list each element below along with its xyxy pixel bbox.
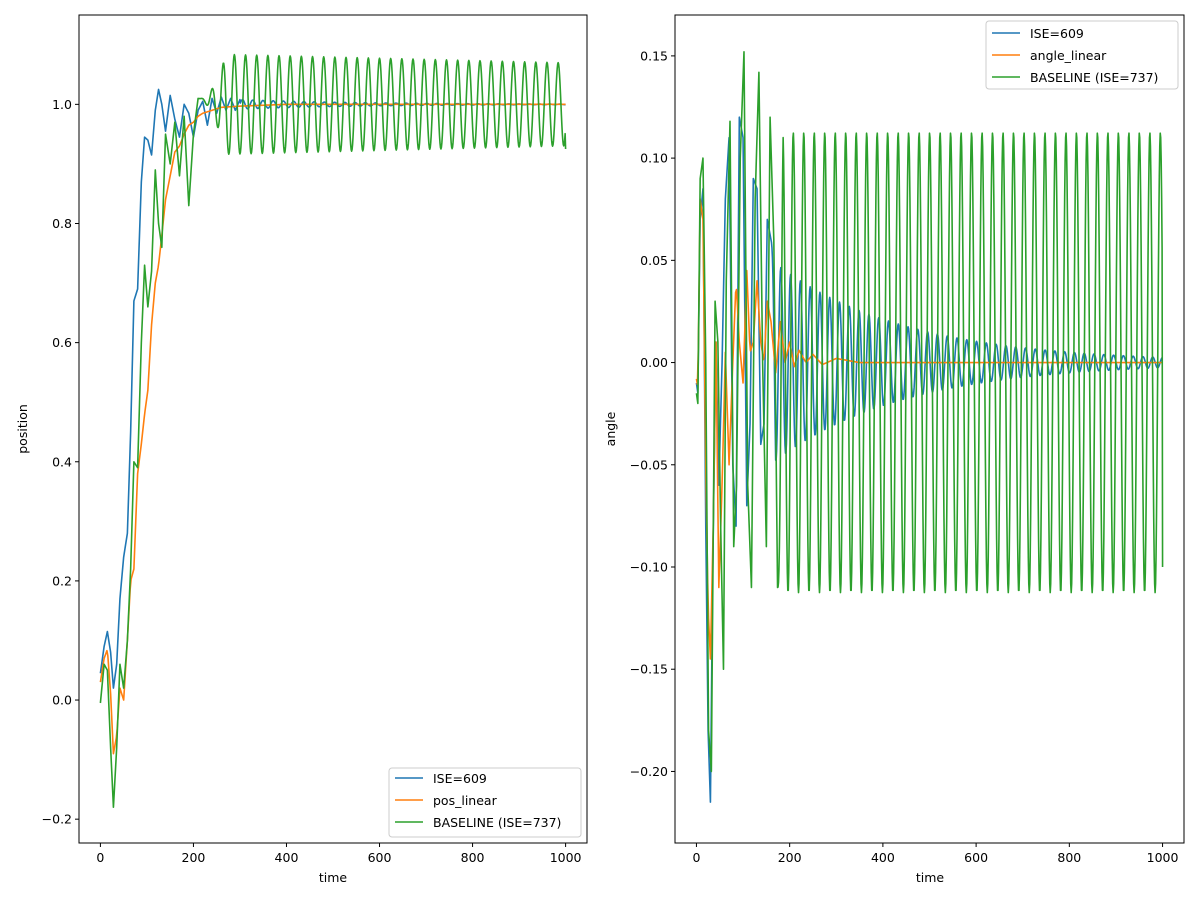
y-tick-label: 0.0: [52, 693, 72, 708]
legend: ISE=609 pos_linear BASELINE (ISE=737): [388, 767, 582, 838]
position-chart: 0 200 400 600 800 1000 −0.2 0.0 0.2 0.4 0.6 0.8 1.0…: [15, 14, 588, 885]
legend-label-baseline: BASELINE (ISE=737): [1030, 70, 1158, 85]
y-axis: −0.20 −0.15 −0.10 −0.05 0.00 0.05 0.10 0.15: [630, 48, 675, 779]
x-tick-label: 800: [461, 850, 485, 865]
legend: ISE=609 angle_linear BASELINE (ISE=737): [985, 20, 1179, 90]
y-tick-label: 0.8: [52, 216, 72, 231]
series-line-baseline-ise-737: [695, 51, 1164, 773]
series-layer: [99, 53, 567, 809]
x-axis-label: time: [916, 870, 945, 885]
y-tick-label: 0.2: [52, 573, 72, 588]
y-tick-label: −0.05: [630, 457, 668, 472]
y-tick-label: −0.10: [630, 560, 668, 575]
y-tick-label: 0.6: [52, 335, 72, 350]
y-tick-label: 0.10: [640, 151, 668, 166]
legend-box: [985, 20, 1179, 90]
legend-label-ise: ISE=609: [433, 771, 487, 786]
legend-label-linear: pos_linear: [433, 793, 498, 808]
legend-box: [388, 767, 582, 838]
x-tick-label: 400: [871, 850, 895, 865]
x-axis-label: time: [319, 870, 348, 885]
legend-label-linear: angle_linear: [1030, 48, 1107, 63]
y-tick-label: 0.15: [640, 48, 668, 63]
y-tick-label: 0.00: [640, 355, 668, 370]
y-tick-label: −0.20: [630, 764, 668, 779]
y-tick-label: −0.15: [630, 662, 668, 677]
x-tick-label: 400: [275, 850, 299, 865]
angle-chart: 0 200 400 600 800 1000 −0.20 −0.15 −0.10 −0.05 0.…: [603, 14, 1185, 885]
x-axis: 0 200 400 600 800 1000: [96, 843, 582, 865]
x-tick-label: 1000: [1147, 850, 1179, 865]
y-tick-label: 0.05: [640, 253, 668, 268]
x-tick-label: 200: [778, 850, 802, 865]
y-tick-label: 1.0: [52, 97, 72, 112]
legend-label-ise: ISE=609: [1030, 26, 1084, 41]
plot-area-background: [79, 15, 587, 843]
x-axis: 0 200 400 600 800 1000: [692, 843, 1179, 865]
x-tick-label: 800: [1057, 850, 1081, 865]
x-tick-label: 1000: [550, 850, 582, 865]
y-axis: −0.2 0.0 0.2 0.4 0.6 0.8 1.0: [42, 97, 79, 827]
y-axis-label: position: [15, 404, 30, 454]
x-tick-label: 600: [964, 850, 988, 865]
x-tick-label: 200: [182, 850, 206, 865]
y-tick-label: −0.2: [42, 812, 72, 827]
plot-frame: [674, 14, 1185, 844]
series-line-baseline-ise-737: [99, 53, 567, 809]
x-tick-label: 0: [692, 850, 700, 865]
x-tick-label: 0: [96, 850, 104, 865]
x-tick-label: 600: [368, 850, 392, 865]
series-layer: [695, 51, 1164, 803]
legend-label-baseline: BASELINE (ISE=737): [433, 815, 561, 830]
plot-frame: [78, 14, 588, 844]
y-tick-label: 0.4: [52, 454, 72, 469]
y-axis-label: angle: [603, 411, 618, 446]
